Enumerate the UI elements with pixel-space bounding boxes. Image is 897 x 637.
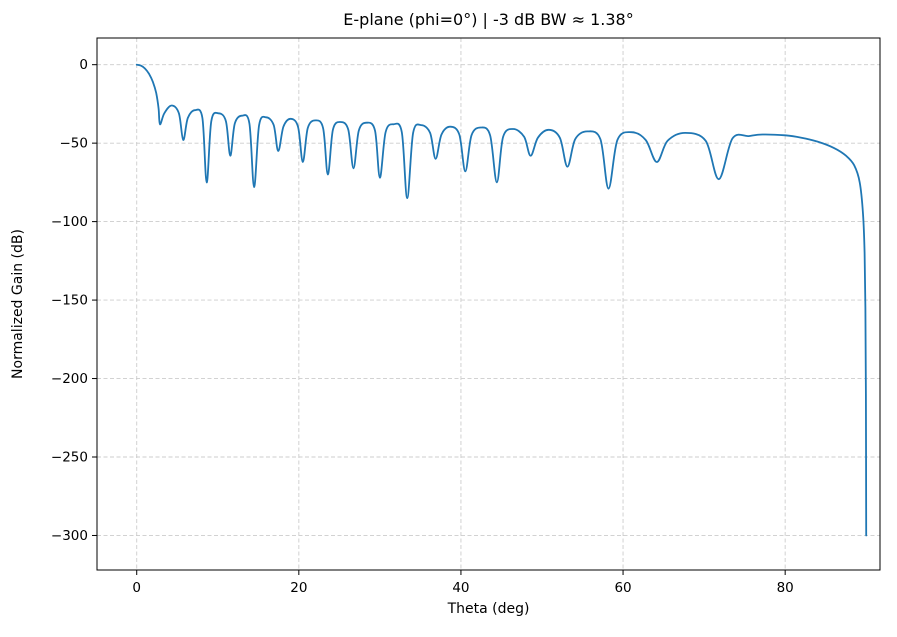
y-tick-label: −200 xyxy=(51,371,88,387)
x-tick-label: 20 xyxy=(290,580,307,596)
y-tick-label: −100 xyxy=(51,214,88,230)
x-tick-label: 0 xyxy=(132,580,141,596)
x-tick-label: 40 xyxy=(452,580,469,596)
y-tick-label: 0 xyxy=(79,57,88,73)
y-tick-label: −250 xyxy=(51,450,88,466)
chart-title: E-plane (phi=0°) | -3 dB BW ≈ 1.38° xyxy=(343,10,634,29)
y-axis-label: Normalized Gain (dB) xyxy=(10,229,26,379)
x-tick-label: 60 xyxy=(614,580,631,596)
x-tick-label: 80 xyxy=(777,580,794,596)
y-tick-label: −300 xyxy=(51,528,88,544)
x-axis-label: Theta (deg) xyxy=(447,601,530,617)
y-tick-label: −50 xyxy=(60,136,89,152)
y-tick-label: −150 xyxy=(51,293,88,309)
plot-line xyxy=(135,63,868,537)
axes-spines xyxy=(96,37,881,571)
